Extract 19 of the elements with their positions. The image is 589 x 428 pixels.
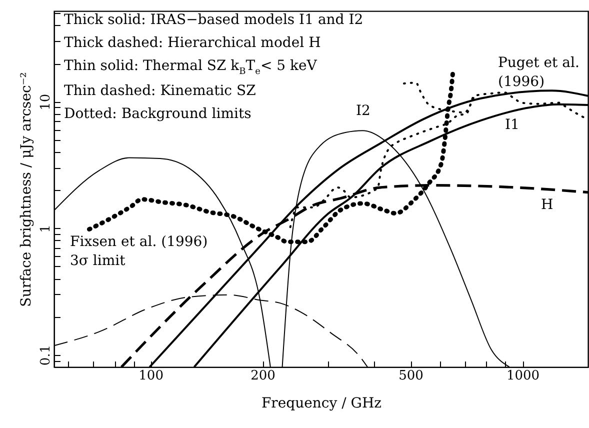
annotation: Puget et al. (1996) [498,54,580,92]
annotation: I2 [356,102,370,121]
x-tick-label: 500 [398,368,424,384]
annotation: H [541,196,554,215]
y-tick-label: 1 [38,224,54,233]
annotation: I1 [505,116,520,135]
x-tick-label: 200 [250,368,276,384]
annotation: Thin solid: Thermal SZ k$_{B}$T$_{e}$< 5 keV [64,57,317,79]
x-axis-title: Frequency / GHz [261,396,382,412]
annotation: Dotted: Background limits [64,105,252,124]
annotation: Thick dashed: Hierarchical model H [64,34,321,53]
annotation: Thick solid: IRAS−based models I1 and I2 [64,11,364,30]
y-tick-label: 0.1 [38,344,54,366]
annotation: Fixsen et al. (1996) 3σ limit [70,233,208,271]
x-tick-label: 1000 [506,368,540,384]
x-tick-label: 100 [138,368,164,384]
y-axis-title: Surface brightness / μJy arcsec⁻² [18,72,34,307]
y-tick-label: 10 [38,94,54,110]
annotation: Thin dashed: Kinematic SZ [64,82,256,101]
